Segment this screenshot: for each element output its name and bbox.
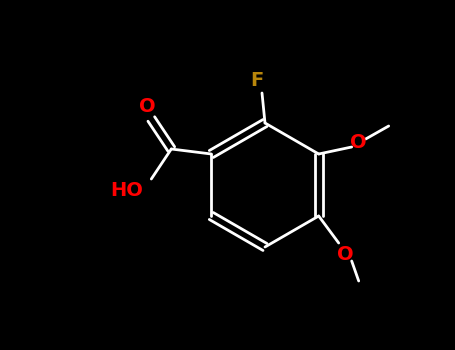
Text: O: O (139, 98, 156, 117)
Text: O: O (337, 245, 354, 265)
Text: O: O (350, 133, 367, 152)
Text: HO: HO (110, 182, 143, 201)
Text: F: F (250, 71, 263, 91)
